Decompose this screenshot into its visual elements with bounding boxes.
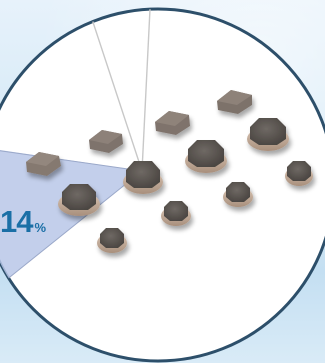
slice-divider-line xyxy=(141,9,151,172)
square-inductor-component xyxy=(155,111,190,135)
octagonal-inductor-component xyxy=(123,161,163,194)
percentage-value: 14 xyxy=(0,204,33,239)
octagonal-inductor-component xyxy=(161,201,191,226)
octagonal-inductor-component xyxy=(58,184,100,216)
octagonal-inductor-component xyxy=(185,140,227,173)
square-inductor-component xyxy=(89,130,123,153)
octagonal-inductor-component xyxy=(285,161,313,186)
octagonal-inductor-component xyxy=(223,182,253,207)
slice-divider-line xyxy=(0,170,143,290)
pie-slice-highlighted xyxy=(0,150,142,285)
slice-divider-line xyxy=(88,9,143,172)
octagonal-inductor-component xyxy=(97,228,127,253)
octagonal-inductor-component xyxy=(247,118,289,151)
square-inductor-component xyxy=(217,90,252,114)
percentage-label: 14% xyxy=(0,206,46,237)
square-inductor-component xyxy=(26,152,61,176)
slice-divider-line xyxy=(0,149,143,172)
percent-sign: % xyxy=(34,220,47,235)
